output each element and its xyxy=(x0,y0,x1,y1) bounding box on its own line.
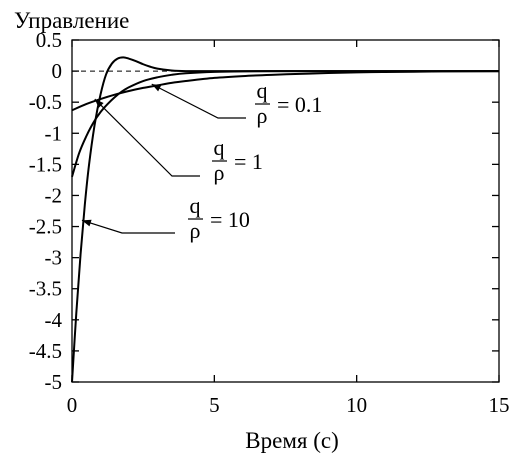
y-axis-title: Управление xyxy=(14,8,129,33)
plot-area-frame xyxy=(71,39,500,383)
y-tick-label: 0.5 xyxy=(36,28,62,52)
series-annotations: qρ = 0.1qρ = 1qρ = 10 xyxy=(81,78,322,243)
series-line-2 xyxy=(71,56,499,383)
annotation-value: = 10 xyxy=(210,207,250,232)
annotation-numerator: q xyxy=(190,193,201,218)
annotation-arrowhead xyxy=(151,84,162,92)
x-tick-label: 0 xyxy=(67,393,78,417)
y-tick-label: -1 xyxy=(45,121,63,145)
y-tick-label: -3 xyxy=(45,246,63,270)
y-tick-label: -2.5 xyxy=(29,215,62,239)
annotation-numerator: q xyxy=(214,135,225,160)
x-tick-label: 5 xyxy=(209,393,220,417)
series-line-1 xyxy=(71,70,499,178)
y-axis: 0.5 0 -0.5 -1 -1.5 -2 -2.5 -3 -3.5 -4 -4.5 -5 xyxy=(29,28,499,394)
annotation-arrowhead xyxy=(81,219,92,227)
annotation-denominator: ρ xyxy=(214,160,225,185)
annotation-leader-line xyxy=(151,83,246,119)
y-tick-label: -0.5 xyxy=(29,90,62,114)
annotation-denominator: ρ xyxy=(257,103,268,128)
annotation-arrowhead xyxy=(94,99,104,108)
annotation-value: = 1 xyxy=(234,149,263,174)
annotation-value: = 0.1 xyxy=(277,92,322,117)
x-tick-label: 10 xyxy=(346,393,367,417)
y-tick-label: -4 xyxy=(45,308,63,332)
x-axis: 0 5 10 15 xyxy=(67,40,510,417)
y-tick-label: -1.5 xyxy=(29,152,62,176)
annotation-leader-line xyxy=(81,219,175,234)
x-tick-label: 15 xyxy=(489,393,510,417)
y-tick-label: -3.5 xyxy=(29,277,62,301)
y-tick-label: -4.5 xyxy=(29,339,62,363)
annotation-denominator: ρ xyxy=(190,218,201,243)
annotation-numerator: q xyxy=(257,78,268,103)
annotation-leader-line xyxy=(94,98,200,177)
x-axis-title: Время (с) xyxy=(245,428,338,453)
series-lines xyxy=(71,56,500,383)
y-tick-label: 0 xyxy=(52,59,63,83)
y-tick-label: -5 xyxy=(45,370,63,394)
y-tick-label: -2 xyxy=(45,183,63,207)
